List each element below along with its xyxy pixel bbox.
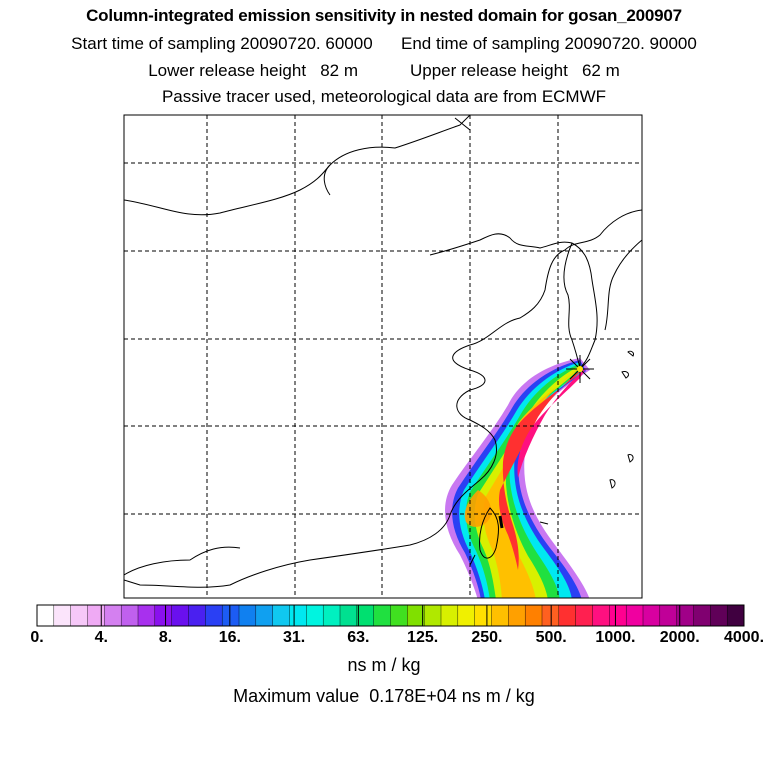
colorbar-tick-label: 125. [407,629,439,646]
colorbar-cell [541,604,560,627]
colorbar-cell [205,604,223,627]
colorbar-cell [558,604,577,627]
release-heights: Lower release height 82 m Upper release … [0,61,768,81]
colorbar-tick-label: 4000. [723,629,765,646]
colorbar-cell [171,604,189,627]
lat-lon-grid [124,115,642,598]
island-2 [621,371,629,379]
colorbar-cell [70,604,88,627]
island-3 [609,479,616,489]
korea-east-coast [571,242,598,369]
korea-east-border [604,239,642,331]
end-time-label: End time of sampling 20090720. 90000 [401,34,697,53]
colorbar-cell [137,604,156,627]
colorbar-cell [508,604,526,627]
colorbar-cell [474,604,493,627]
colorbar-tick-label: 4. [94,629,108,646]
colorbar-tick-label: 31. [282,629,306,646]
colorbar-cell [120,604,139,627]
colorbar-cell [356,604,375,627]
island-1 [627,350,634,357]
colorbar-cell [87,604,105,627]
maximum-value: Maximum value 0.178E+04 ns m / kg [233,686,535,706]
northern-border [124,115,471,216]
border-segment [323,164,331,196]
colorbar-tick-label: 250. [471,629,503,646]
plot-title: Column-integrated emission sensitivity i… [86,6,682,25]
colorbar-cell [289,604,307,627]
colorbar-cell [188,604,206,627]
sensitivity-plume [445,358,590,598]
tracer-info: Passive tracer used, meteorological data… [161,87,607,106]
border-north-korea [429,233,573,256]
colorbar-units: ns m / kg [347,655,421,675]
colorbar-cell [306,604,324,627]
border-segment-south [469,554,476,566]
colorbar-cell [36,604,55,627]
colorbar-cell [457,604,476,627]
colorbar-cell [238,604,257,627]
colorbar-cell [423,604,442,627]
colorbar-tick-label: 0. [30,629,44,646]
colorbar-cell [272,604,291,627]
china-coastline [124,209,642,588]
release-site-dot [577,366,583,372]
colorbar-tick-label: 8. [158,629,173,646]
map-frame [123,114,643,599]
colorbar-tick-label: 2000. [659,629,700,646]
colorbar-cell [390,604,408,627]
upper-release-label: Upper release height 62 m [409,61,620,80]
colorbar-cell [255,604,274,627]
colorbar-cell [322,604,341,627]
border-segment-ne [454,117,471,131]
colorbar-cell [221,604,240,627]
colorbar-cell [373,604,392,627]
colorbar-tick-label: 1000. [595,629,636,646]
colorbar-cell [575,604,593,627]
colorbar-cell [592,604,610,627]
colorbar-cell [524,604,543,627]
colorbar-tick-label: 16. [218,629,241,646]
colorbar-cell [642,604,661,627]
colorbar-cell [339,604,358,627]
colorbar-cell [726,604,745,627]
start-time-label: Start time of sampling 20090720. 60000 [71,34,373,53]
colorbar-cell [53,604,72,627]
taiwan-island [479,507,499,559]
colorbar-cell [609,604,627,627]
plume-level-red [498,368,584,570]
coastlines-and-borders [124,115,642,588]
colorbar-cell [693,604,711,627]
colorbar-cell [440,604,459,627]
colorbar-cell [710,604,728,627]
colorbar-cell [104,604,122,627]
lower-release-label: Lower release height 82 m [148,61,359,80]
colorbar-cell [154,604,173,627]
colorbar-cell [659,604,678,627]
colorbar-frame [36,604,745,627]
colorbar-tick-label: 63. [347,629,370,646]
island-4 [627,454,634,463]
korea-west-coast [563,242,581,369]
colorbar [36,604,745,627]
release-island [498,515,504,529]
island-5 [539,521,549,525]
southern-border [124,546,241,576]
colorbar-cell [407,604,425,627]
colorbar-tick-label: 500. [535,629,567,646]
colorbar-cell [625,604,644,627]
colorbar-cell [491,604,509,627]
plume-level-orange [483,367,582,598]
sampling-times: Start time of sampling 20090720. 60000 E… [0,34,768,54]
